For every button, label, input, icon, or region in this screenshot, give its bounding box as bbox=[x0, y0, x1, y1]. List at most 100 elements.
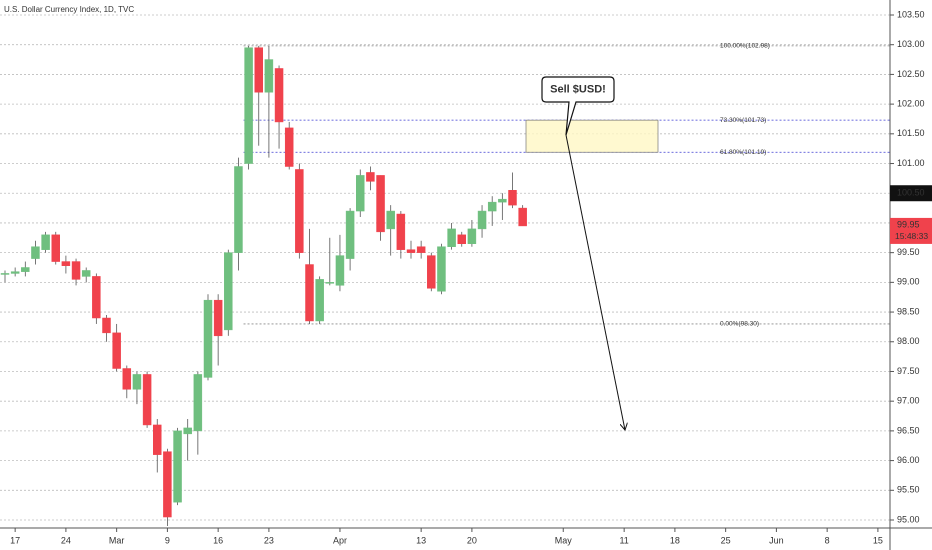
y-tick-label: 95.00 bbox=[897, 514, 920, 524]
candle-body bbox=[173, 430, 182, 503]
candle-body bbox=[31, 246, 40, 259]
candle-body bbox=[203, 299, 213, 378]
candle-body bbox=[345, 210, 355, 259]
x-tick-label: 16 bbox=[213, 535, 223, 545]
chart-title: U.S. Dollar Currency Index, 1D, TVC bbox=[4, 5, 134, 14]
x-tick-label: 17 bbox=[10, 535, 20, 545]
candle-body bbox=[41, 234, 50, 250]
y-tick-label: 95.50 bbox=[897, 485, 920, 495]
y-tick-label: 97.00 bbox=[897, 396, 920, 406]
candle-body bbox=[508, 190, 517, 206]
candle-body bbox=[284, 127, 294, 167]
candle-body bbox=[427, 255, 436, 289]
candle-body bbox=[21, 267, 30, 272]
sell-zone bbox=[525, 119, 659, 153]
candle-body bbox=[102, 317, 111, 334]
candle-body bbox=[183, 427, 192, 435]
candle-body bbox=[487, 201, 497, 212]
x-tick-label: 11 bbox=[619, 535, 628, 545]
candle-body bbox=[477, 210, 487, 230]
x-tick-label: May bbox=[555, 535, 573, 545]
candle-body bbox=[234, 166, 243, 253]
y-tick-label: 101.00 bbox=[897, 158, 925, 168]
candle-body bbox=[0, 273, 10, 275]
y-tick-label: 96.00 bbox=[897, 455, 920, 465]
fib-label: 73.30%(101.73) bbox=[720, 117, 766, 124]
candle-body bbox=[92, 276, 101, 319]
highlight-price-label: 100.50 bbox=[897, 188, 925, 198]
candle-body bbox=[315, 279, 324, 322]
candle-body bbox=[71, 261, 81, 280]
candle-body bbox=[193, 374, 203, 432]
candle-body bbox=[51, 234, 60, 262]
candle-body bbox=[213, 299, 223, 337]
candle-body bbox=[142, 374, 152, 426]
y-tick-label: 103.50 bbox=[897, 9, 925, 19]
candle-body bbox=[376, 175, 385, 233]
candle-body bbox=[274, 68, 284, 123]
last-price-label: 99.95 bbox=[897, 219, 920, 229]
x-tick-label: 23 bbox=[264, 535, 274, 545]
candle-body bbox=[366, 172, 375, 182]
callout-box bbox=[541, 76, 615, 136]
x-tick-label: 25 bbox=[721, 535, 731, 545]
fib-label: 0.00%(98.30) bbox=[720, 321, 759, 328]
candle-body bbox=[122, 368, 132, 390]
highlight-price-box bbox=[890, 185, 932, 202]
candle-body bbox=[396, 213, 406, 250]
y-tick-label: 101.50 bbox=[897, 128, 925, 138]
x-tick-label: 18 bbox=[670, 535, 680, 545]
countdown: 15:48:33 bbox=[895, 231, 928, 241]
candle-body bbox=[447, 228, 456, 247]
x-tick-label: Jun bbox=[769, 535, 784, 545]
candle-body bbox=[224, 252, 233, 331]
fib-label: 61.80%(101.19) bbox=[720, 149, 766, 156]
candle-body bbox=[457, 234, 466, 244]
candle-body bbox=[153, 424, 162, 455]
y-tick-label: 98.00 bbox=[897, 336, 920, 346]
y-tick-label: 99.00 bbox=[897, 277, 920, 287]
y-tick-label: 102.00 bbox=[897, 98, 925, 108]
candle-body bbox=[437, 246, 446, 292]
candle-body bbox=[305, 264, 314, 322]
candle-body bbox=[132, 374, 142, 390]
x-tick-label: 24 bbox=[61, 535, 71, 545]
fib-label: 100.00%(102.98) bbox=[720, 43, 770, 50]
candle-body bbox=[518, 207, 527, 227]
candle-body bbox=[325, 282, 335, 284]
y-tick-label: 98.50 bbox=[897, 306, 920, 316]
y-tick-label: 96.50 bbox=[897, 425, 920, 435]
candle-body bbox=[244, 47, 253, 164]
arrow bbox=[565, 134, 625, 430]
candle-body bbox=[416, 246, 426, 253]
candle-body bbox=[254, 47, 263, 93]
x-tick-label: 13 bbox=[416, 535, 426, 545]
candle-body bbox=[386, 210, 395, 230]
y-tick-label: 102.50 bbox=[897, 69, 925, 79]
candle-body bbox=[163, 451, 172, 518]
candle-body bbox=[61, 261, 71, 266]
candle-body bbox=[112, 332, 121, 369]
y-tick-label: 97.50 bbox=[897, 366, 920, 376]
last-price-box bbox=[890, 217, 932, 244]
candle-body bbox=[356, 175, 365, 212]
candle-body bbox=[10, 271, 20, 274]
y-tick-label: 99.50 bbox=[897, 247, 920, 257]
x-tick-label: 8 bbox=[825, 535, 830, 545]
x-tick-label: Apr bbox=[333, 535, 347, 545]
candle-body bbox=[467, 228, 477, 244]
candle-body bbox=[498, 198, 507, 203]
candle-body bbox=[406, 249, 416, 253]
x-tick-label: 9 bbox=[165, 535, 170, 545]
callout-text: Sell $USD! bbox=[550, 83, 606, 95]
candle-body bbox=[264, 59, 274, 93]
candle-body bbox=[295, 169, 304, 253]
x-tick-label: 20 bbox=[467, 535, 477, 545]
x-tick-label: Mar bbox=[109, 535, 125, 545]
y-tick-label: 103.00 bbox=[897, 39, 925, 49]
x-tick-label: 15 bbox=[873, 535, 883, 545]
candle-body bbox=[81, 270, 91, 277]
candle-body bbox=[335, 255, 345, 286]
